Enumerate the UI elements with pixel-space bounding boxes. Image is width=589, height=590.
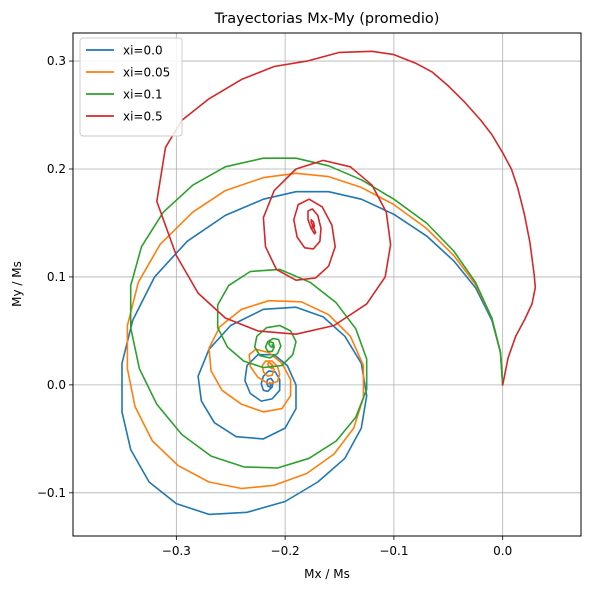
- legend-box: [79, 37, 183, 137]
- x-tick-label: 0.0: [493, 544, 512, 558]
- legend-label-0: xi=0.0: [123, 44, 163, 58]
- legend-label-1: xi=0.05: [123, 66, 170, 80]
- x-tick-label: −0.3: [162, 544, 191, 558]
- legend: xi=0.0 xi=0.05 xi=0.1 xi=0.5: [79, 37, 183, 137]
- y-axis-title: My / Ms: [10, 261, 24, 307]
- chart-title: Trayectorias Mx-My (promedio): [214, 11, 440, 27]
- series-layer: [121, 50, 537, 516]
- y-tick-label: 0.0: [47, 378, 66, 392]
- grid: [73, 33, 581, 536]
- x-axis: −0.3 −0.2 −0.1 0.0: [162, 536, 512, 558]
- x-tick-label: −0.2: [271, 544, 300, 558]
- legend-label-2: xi=0.1: [123, 88, 163, 102]
- y-tick-label: 0.3: [47, 54, 66, 68]
- y-axis: −0.1 0.0 0.1 0.2 0.3: [37, 54, 73, 500]
- y-tick-label: −0.1: [37, 486, 66, 500]
- plot-frame: [72, 32, 582, 537]
- series-line-2: [129, 157, 504, 469]
- x-tick-label: −0.1: [379, 544, 408, 558]
- series-line-0: [121, 190, 504, 516]
- y-tick-label: 0.2: [47, 162, 66, 176]
- series-line-3: [156, 50, 537, 386]
- legend-label-3: xi=0.5: [123, 110, 163, 124]
- x-axis-title: Mx / Ms: [304, 567, 350, 581]
- y-tick-label: 0.1: [47, 270, 66, 284]
